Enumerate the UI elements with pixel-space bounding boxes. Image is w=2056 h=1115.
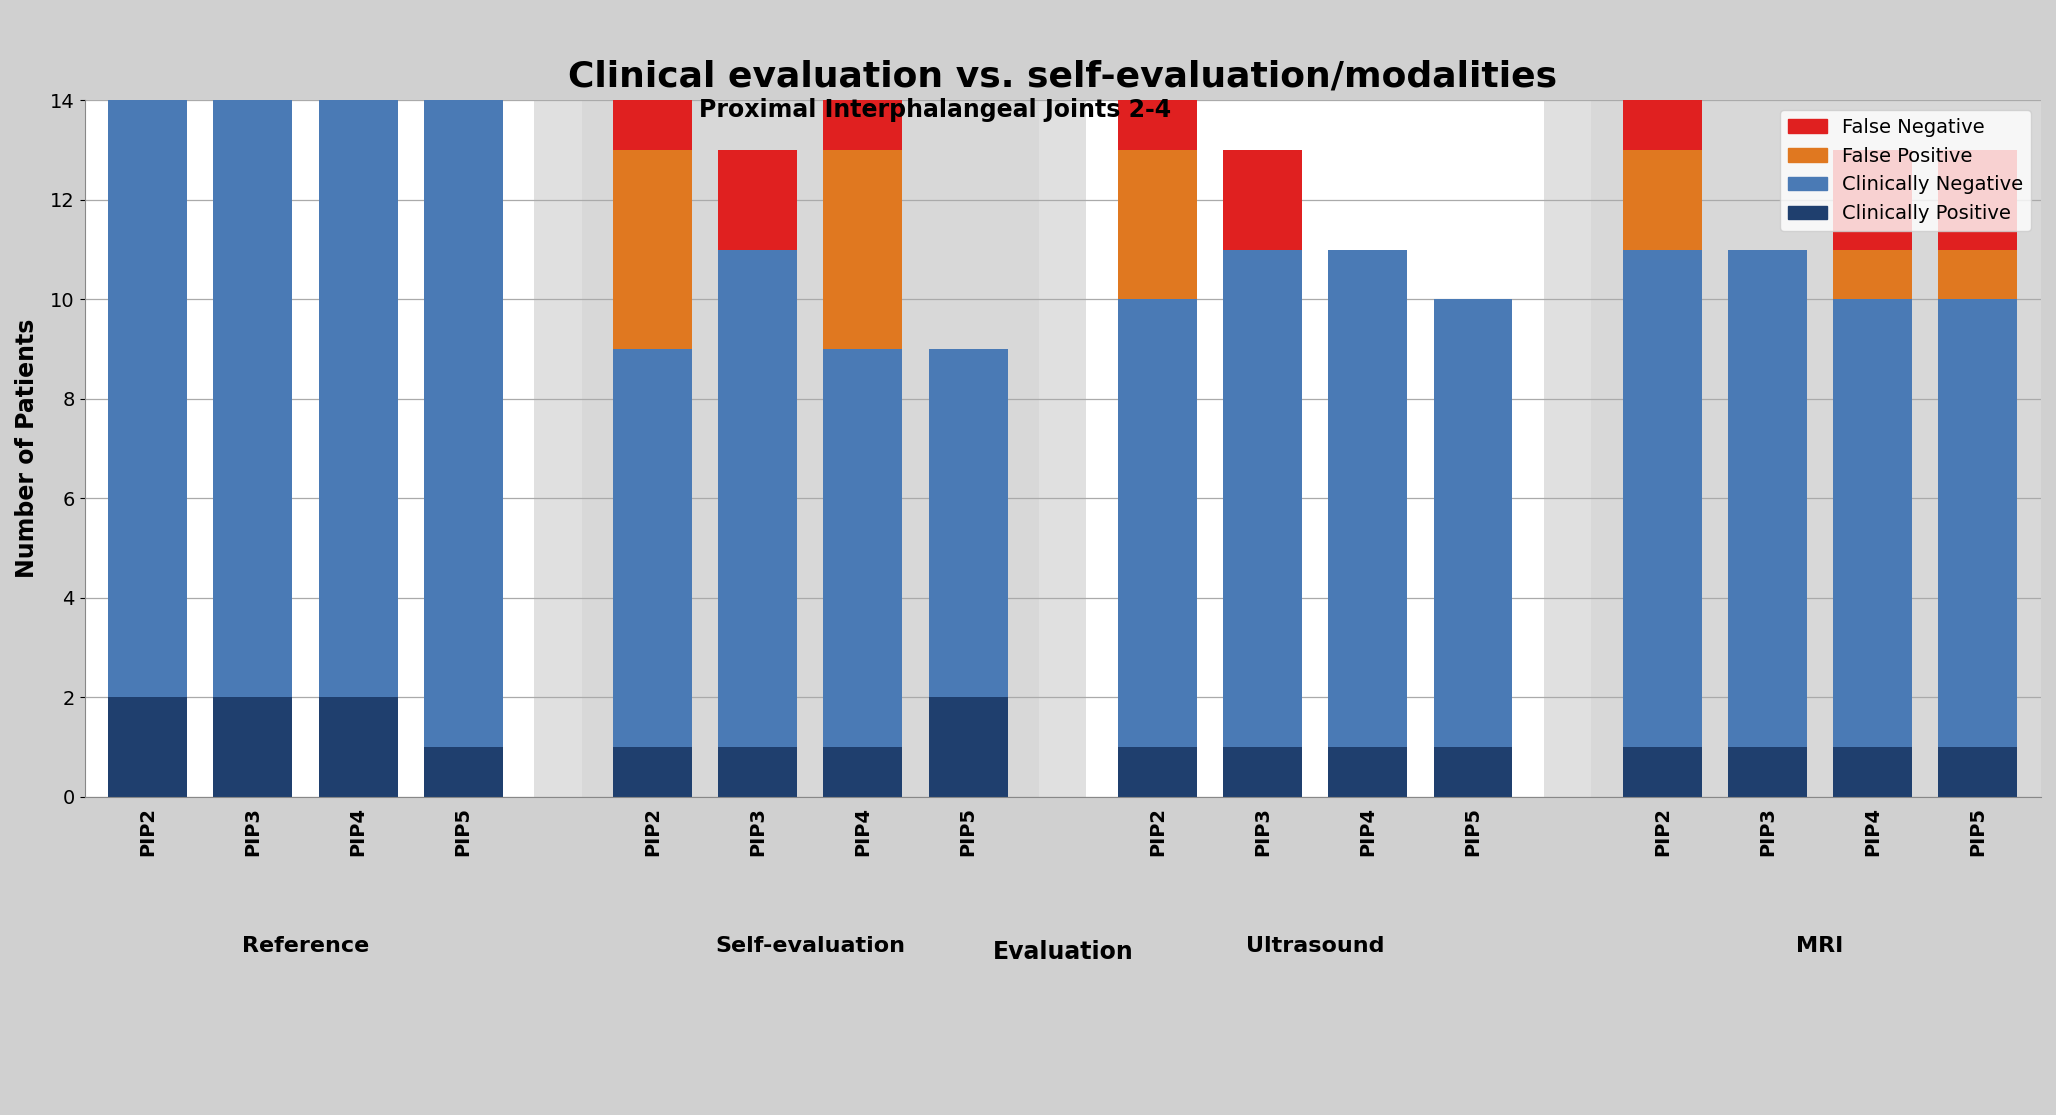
Bar (424, 100, 502, 747)
Bar (582, 100, 1038, 797)
Bar (1729, 250, 1807, 747)
Bar (613, 100, 693, 151)
Bar (1118, 100, 1197, 151)
Bar (1834, 250, 1912, 300)
Bar (109, 100, 187, 697)
Bar (824, 747, 903, 797)
Bar (214, 697, 292, 797)
Legend: False Negative, False Positive, Clinically Negative, Clinically Positive: False Negative, False Positive, Clinical… (1780, 110, 2031, 231)
Bar (1223, 250, 1301, 747)
Bar (214, 100, 292, 697)
Bar (613, 349, 693, 747)
Bar (1591, 100, 2050, 797)
Text: Self-evaluation: Self-evaluation (715, 937, 905, 956)
Text: MRI: MRI (1797, 937, 1844, 956)
Bar (1433, 300, 1513, 747)
Bar (1939, 250, 2017, 300)
Bar (109, 697, 187, 797)
Bar (1223, 747, 1301, 797)
Bar (718, 151, 798, 250)
Y-axis label: Number of Patients: Number of Patients (14, 319, 39, 579)
Bar (613, 151, 693, 349)
Bar (824, 151, 903, 349)
Bar (319, 100, 397, 697)
X-axis label: Evaluation: Evaluation (993, 940, 1133, 963)
Bar (929, 349, 1007, 697)
Bar (1622, 250, 1702, 747)
Bar (1834, 747, 1912, 797)
Title: Clinical evaluation vs. self-evaluation/modalities: Clinical evaluation vs. self-evaluation/… (567, 59, 1556, 94)
Text: Reference: Reference (243, 937, 370, 956)
Bar (1328, 747, 1406, 797)
Bar (613, 747, 693, 797)
Bar (1622, 100, 1702, 151)
Bar (718, 747, 798, 797)
Bar (319, 697, 397, 797)
Bar (1939, 151, 2017, 250)
Bar (1433, 747, 1513, 797)
Bar (1939, 747, 2017, 797)
Bar (424, 747, 502, 797)
Bar (929, 697, 1007, 797)
Bar (1086, 100, 1544, 797)
Bar (1729, 747, 1807, 797)
Text: Proximal Interphalangeal Joints 2-4: Proximal Interphalangeal Joints 2-4 (699, 98, 1172, 122)
Text: Ultrasound: Ultrasound (1246, 937, 1384, 956)
Bar (1118, 151, 1197, 300)
Bar (1328, 250, 1406, 747)
Bar (1834, 300, 1912, 747)
Bar (76, 100, 535, 797)
Bar (824, 349, 903, 747)
Bar (1834, 151, 1912, 250)
Bar (1622, 151, 1702, 250)
Bar (718, 250, 798, 747)
Bar (1118, 747, 1197, 797)
Bar (824, 100, 903, 151)
Bar (1118, 300, 1197, 747)
Bar (1622, 747, 1702, 797)
Bar (1939, 300, 2017, 747)
Bar (1223, 151, 1301, 250)
